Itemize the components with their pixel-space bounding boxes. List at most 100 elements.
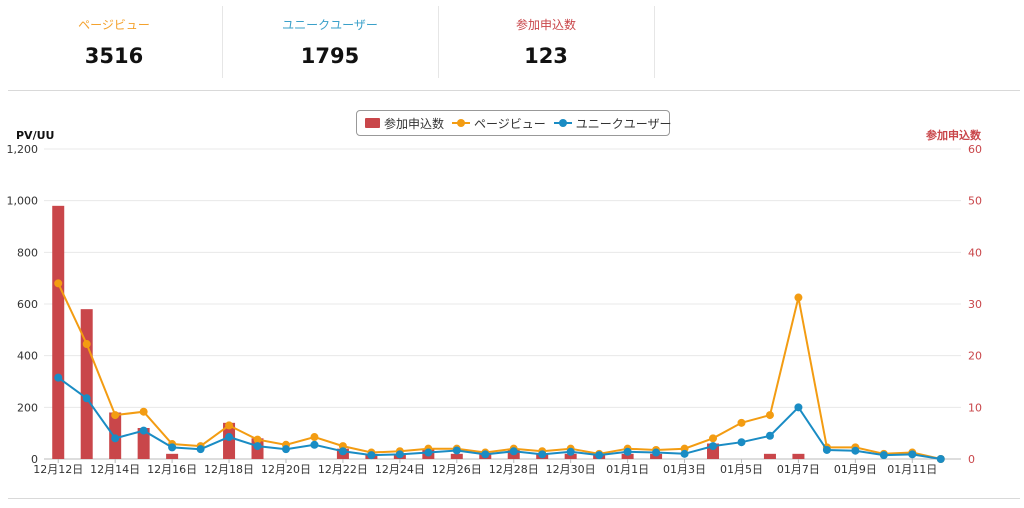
point-unique-users: [82, 394, 91, 403]
bar: [792, 453, 805, 459]
right-axis-title: 参加申込数: [926, 128, 982, 142]
legend-item-unique-users[interactable]: ユニークユーザー: [553, 115, 672, 132]
left-tick-label: 800: [17, 246, 38, 259]
point-pageviews: [225, 421, 234, 430]
point-unique-users: [196, 445, 205, 454]
bottom-divider: [8, 498, 1020, 499]
bar-swatch-icon: [365, 118, 380, 128]
point-unique-users: [908, 450, 917, 459]
line-pageviews: [57, 282, 942, 460]
x-tick-label: 01月1日: [606, 463, 649, 476]
point-unique-users: [680, 449, 689, 458]
x-tick-label: 01月11日: [887, 463, 937, 476]
point-unique-users: [936, 455, 945, 463]
point-unique-users: [168, 443, 177, 452]
right-tick-label: 0: [968, 453, 975, 466]
x-tick-label: 01月5日: [720, 463, 763, 476]
point-unique-users: [111, 434, 120, 443]
x-tick-label: 12月16日: [147, 463, 197, 476]
point-unique-users: [452, 446, 461, 455]
left-tick-label: 600: [17, 298, 38, 311]
x-tick-label: 12月30日: [546, 463, 596, 476]
top-divider: [8, 90, 1020, 91]
point-unique-users: [851, 446, 860, 455]
bar: [763, 453, 776, 459]
point-unique-users: [481, 450, 490, 459]
bar: [166, 453, 179, 459]
point-unique-users: [509, 447, 518, 456]
point-unique-users: [338, 447, 347, 456]
point-unique-users: [281, 445, 290, 454]
point-unique-users: [822, 445, 831, 454]
right-tick-label: 40: [968, 246, 982, 259]
stat-divider: [222, 6, 223, 78]
point-unique-users: [623, 447, 632, 456]
point-pageviews: [139, 407, 148, 416]
x-tick-label: 12月14日: [90, 463, 140, 476]
x-tick-label: 12月26日: [432, 463, 482, 476]
bar: [450, 453, 463, 459]
stat-unique-users-value: 1795: [300, 44, 360, 68]
x-tick-label: 12月20日: [261, 463, 311, 476]
stat-registrations-value: 123: [524, 44, 568, 68]
stat-divider: [654, 6, 655, 78]
legend-label-pageviews: ページビュー: [474, 116, 546, 131]
bar: [52, 205, 65, 459]
point-pageviews: [253, 435, 262, 444]
point-pageviews: [765, 411, 774, 420]
stat-divider: [438, 6, 439, 78]
line-unique-users: [57, 376, 941, 460]
left-tick-label: 400: [17, 350, 38, 363]
point-unique-users: [765, 431, 774, 440]
stat-unique-users: ユニークユーザー 1795: [222, 6, 438, 78]
point-pageviews: [794, 293, 803, 302]
point-unique-users: [253, 442, 262, 451]
stat-unique-users-label: ユニークユーザー: [282, 18, 378, 32]
left-axis-title: PV/UU: [16, 129, 54, 142]
bar: [564, 453, 577, 459]
stats-summary: ページビュー 3516 ユニークユーザー 1795 参加申込数 123: [0, 0, 1024, 90]
line-marker-icon: [452, 118, 471, 128]
right-tick-label: 20: [968, 350, 982, 363]
left-tick-label: 1,200: [7, 143, 39, 156]
point-unique-users: [538, 450, 547, 459]
point-pageviews: [54, 279, 63, 288]
x-tick-label: 01月9日: [834, 463, 877, 476]
stat-pageviews-value: 3516: [84, 44, 144, 68]
x-tick-label: 12月18日: [204, 463, 254, 476]
point-pageviews: [82, 340, 91, 349]
stat-registrations-label: 参加申込数: [515, 18, 576, 32]
point-unique-users: [794, 403, 803, 412]
point-unique-users: [395, 450, 404, 459]
right-tick-label: 30: [968, 298, 982, 311]
point-pageviews: [310, 433, 319, 442]
x-tick-label: 12月22日: [318, 463, 368, 476]
right-tick-label: 10: [968, 401, 982, 414]
point-unique-users: [310, 440, 319, 449]
point-unique-users: [595, 451, 604, 460]
line-marker-icon: [553, 118, 572, 128]
point-unique-users: [139, 426, 148, 435]
bar: [137, 428, 150, 459]
right-tick-label: 60: [968, 143, 982, 156]
x-tick-label: 12月24日: [375, 463, 425, 476]
point-unique-users: [879, 451, 888, 460]
bar: [80, 309, 93, 459]
point-pageviews: [111, 411, 120, 420]
stat-registrations: 参加申込数 123: [438, 6, 654, 78]
bar: [621, 453, 634, 459]
point-unique-users: [652, 448, 661, 457]
left-tick-label: 200: [17, 401, 38, 414]
legend-item-pageviews[interactable]: ページビュー: [452, 115, 546, 132]
point-unique-users: [424, 448, 433, 457]
point-pageviews: [709, 434, 718, 443]
x-tick-label: 01月3日: [663, 463, 706, 476]
chart-legend[interactable]: 参加申込数 ページビュー ユニークユーザー: [356, 110, 672, 136]
right-tick-label: 50: [968, 195, 982, 208]
point-pageviews: [737, 418, 746, 427]
left-tick-label: 0: [31, 453, 38, 466]
point-unique-users: [737, 438, 746, 447]
x-tick-label: 12月28日: [489, 463, 539, 476]
legend-item-registrations[interactable]: 参加申込数: [365, 115, 444, 132]
